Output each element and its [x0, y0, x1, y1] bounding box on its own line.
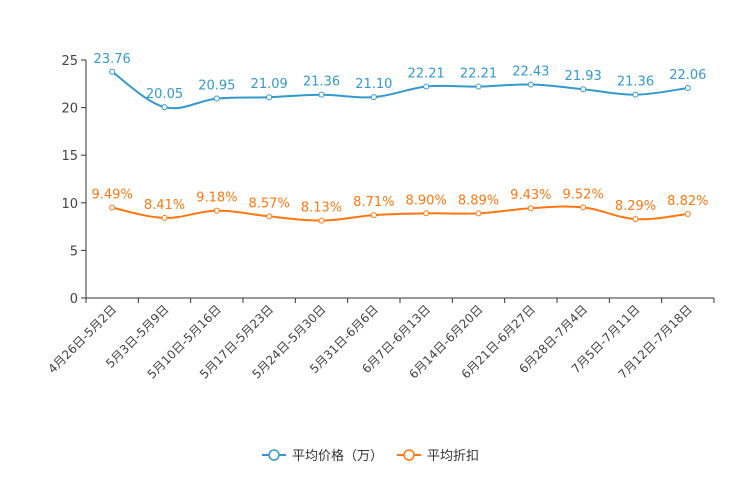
legend-label: 平均价格（万）	[292, 448, 383, 464]
data-point	[109, 68, 116, 75]
y-tick-label: 25	[61, 54, 78, 69]
data-label: 8.57%	[249, 196, 290, 211]
data-point	[527, 205, 534, 212]
series-2: 9.49% 8.41% 9.18% 8.57% 8.13% 8.71% 8.90% 8.89%…	[92, 187, 708, 224]
data-point	[266, 213, 273, 220]
series-1: 23.76 20.05 20.95 21.09 21.36 21.10 22.21 22.21…	[94, 52, 706, 111]
data-point	[109, 204, 116, 211]
data-label: 9.49%	[92, 188, 133, 203]
data-point	[318, 217, 325, 224]
x-axis-ticks: 4月26日-5月2日5月3日-5月9日5月10日-5月16日5月17日-5月23…	[45, 298, 715, 382]
y-tick-label: 0	[70, 292, 78, 307]
data-point	[684, 84, 691, 91]
data-label: 21.93	[565, 69, 602, 84]
data-point	[632, 216, 639, 223]
series-line	[111, 70, 688, 110]
data-point	[423, 210, 430, 217]
data-label: 8.71%	[353, 195, 394, 210]
data-point	[527, 81, 534, 88]
data-point	[580, 86, 587, 93]
data-point	[475, 83, 482, 90]
data-label: 21.10	[355, 77, 392, 92]
legend-marker	[403, 449, 415, 461]
data-point	[580, 204, 587, 211]
data-point	[266, 94, 273, 101]
y-tick-label: 10	[61, 197, 78, 212]
data-point	[161, 104, 168, 111]
data-point	[423, 83, 430, 90]
data-point	[370, 212, 377, 219]
data-point	[684, 211, 691, 218]
data-label: 20.05	[146, 87, 183, 102]
data-point	[318, 91, 325, 98]
data-label: 8.13%	[301, 201, 342, 216]
y-tick-label: 20	[61, 102, 78, 117]
data-label: 21.36	[617, 75, 654, 90]
data-label: 22.21	[460, 67, 497, 82]
legend-item-1[interactable]: 平均价格（万）	[262, 448, 383, 464]
data-label: 22.06	[669, 68, 706, 83]
series-layer: 23.76 20.05 20.95 21.09 21.36 21.10 22.21 22.21…	[92, 52, 708, 224]
data-label: 9.43%	[510, 188, 551, 203]
y-axis-ticks: 0 5 10 15 20 25	[61, 54, 86, 307]
data-point	[370, 94, 377, 101]
legend-label: 平均折扣	[427, 449, 479, 464]
data-label: 9.52%	[563, 187, 604, 202]
y-tick-label: 5	[70, 244, 78, 259]
data-point	[475, 210, 482, 217]
data-label: 8.89%	[458, 193, 499, 208]
data-label: 20.95	[198, 79, 235, 94]
data-point	[213, 95, 220, 102]
chart-legend[interactable]: 平均价格（万） 平均折扣	[262, 448, 479, 464]
data-label: 8.41%	[144, 198, 185, 213]
data-label: 21.09	[251, 77, 288, 92]
legend-item-2[interactable]: 平均折扣	[397, 449, 479, 464]
data-label: 21.36	[303, 75, 340, 90]
data-label: 22.43	[512, 64, 549, 79]
data-label: 9.18%	[196, 191, 237, 206]
data-point	[632, 91, 639, 98]
y-tick-label: 15	[61, 149, 78, 164]
data-point	[213, 207, 220, 214]
data-label: 8.82%	[667, 194, 708, 209]
data-label: 8.90%	[406, 193, 447, 208]
data-point	[161, 214, 168, 221]
data-label: 22.21	[408, 67, 445, 82]
data-label: 23.76	[94, 52, 131, 67]
series-line	[111, 205, 688, 222]
data-label: 8.29%	[615, 199, 656, 214]
legend-marker	[268, 449, 280, 461]
